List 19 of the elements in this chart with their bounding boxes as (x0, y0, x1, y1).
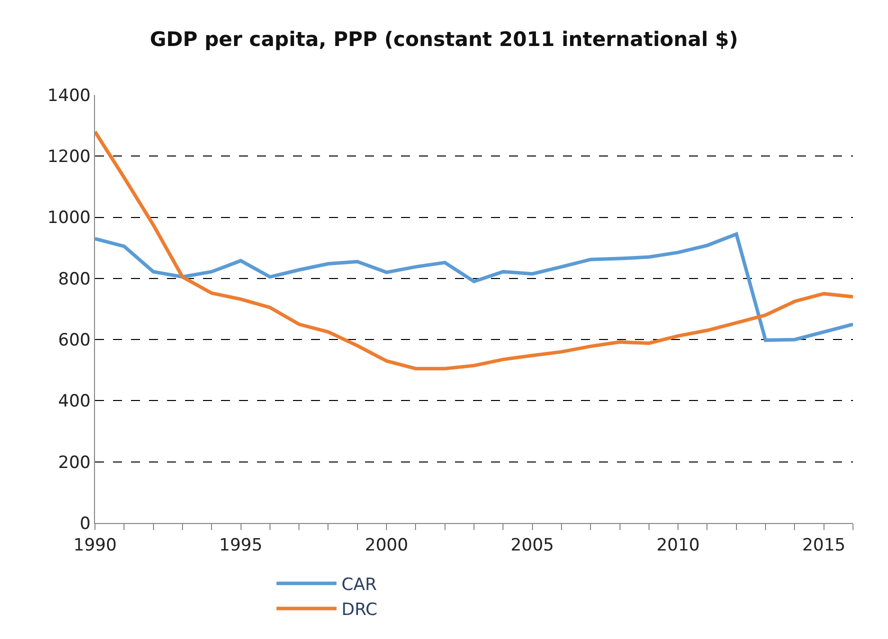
x-tick-label: 1990 (73, 535, 117, 556)
x-tick-label: 1995 (219, 535, 262, 556)
y-tick-label: 1200 (47, 147, 91, 168)
y-tick-label: 600 (58, 330, 91, 351)
y-tick-label: 1400 (47, 86, 91, 106)
y-tick-label: 200 (58, 452, 91, 473)
legend-label: DRC (342, 600, 378, 620)
legend-label: CAR (342, 574, 377, 595)
x-tick-label: 2015 (802, 535, 846, 556)
line-series (95, 232, 853, 342)
x-tick-label: 2005 (510, 535, 554, 556)
y-tick-label: 0 (80, 514, 91, 534)
chart-title: GDP per capita, PPP (constant 2011 international $) (150, 26, 738, 51)
y-tick-label: 1000 (47, 208, 91, 228)
x-tick-label: 2000 (364, 535, 408, 556)
y-tick-label: 800 (58, 269, 91, 290)
x-tick-label: 2010 (656, 535, 700, 556)
line-series (95, 130, 853, 370)
y-tick-label: 400 (58, 392, 91, 412)
